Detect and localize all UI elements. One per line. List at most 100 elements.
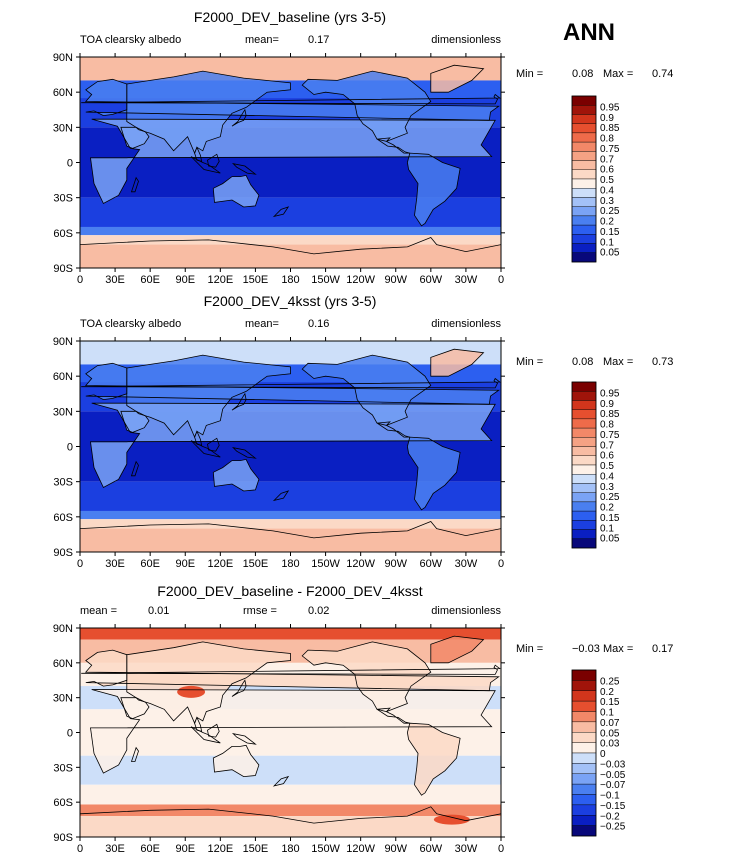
colorbar-label: 0.15 — [600, 227, 620, 238]
rmse-value: 0.02 — [308, 605, 329, 617]
land-fill — [430, 65, 484, 93]
colorbar-segment — [571, 492, 597, 503]
colorbar-label: 0.4 — [600, 471, 614, 482]
colorbar-label: 0.15 — [600, 513, 620, 524]
land-fill — [213, 745, 259, 777]
colorbar-segment — [571, 409, 597, 420]
colorbar-segment — [571, 501, 597, 512]
coastline — [190, 726, 221, 744]
land-fill — [213, 459, 259, 491]
land-fill — [407, 153, 461, 226]
y-tick-label: 30N — [53, 406, 73, 418]
colorbar-label: 0.8 — [600, 420, 614, 431]
colorbar-label: 0.5 — [600, 175, 614, 186]
colorbar-segment — [571, 151, 597, 161]
x-tick-label: 180 — [281, 843, 299, 855]
colorbar-label: 0.07 — [600, 718, 620, 729]
colorbar-segment — [571, 243, 597, 253]
colorbar-label: −0.25 — [600, 822, 626, 833]
land-fill — [430, 636, 484, 663]
x-tick-label: 180 — [281, 558, 299, 570]
coastline — [272, 775, 290, 787]
field-band — [80, 244, 501, 268]
x-tick-label: 150E — [243, 558, 269, 570]
colorbar-segment — [571, 732, 597, 743]
coastline — [84, 78, 500, 121]
y-tick-label: 90S — [53, 547, 73, 559]
land-fill — [430, 349, 484, 377]
colorbar-frame — [571, 381, 597, 549]
colorbar-label: 0 — [600, 749, 606, 760]
x-tick-label: 30E — [105, 274, 125, 286]
colorbar-segment — [571, 391, 597, 401]
colorbar-label: 0.8 — [600, 134, 614, 145]
land-fill — [407, 437, 461, 510]
land-fill — [120, 697, 149, 719]
colorbar-label: 0.3 — [600, 196, 614, 207]
colorbar-segment — [571, 215, 597, 226]
min-value: 0.08 — [572, 356, 593, 368]
colorbar-label: 0.75 — [600, 430, 620, 441]
colorbar-label: 0.05 — [600, 248, 620, 259]
x-tick-label: 150W — [311, 558, 340, 570]
colorbar-segment — [571, 105, 597, 115]
y-tick-label: 60S — [53, 797, 73, 809]
colorbar-label: 0.4 — [600, 185, 614, 196]
coastline — [272, 206, 290, 218]
colorbar-segment — [571, 206, 597, 217]
x-tick-label: 0 — [77, 843, 83, 855]
colorbar-segment — [571, 804, 597, 816]
max-label: Max = — [603, 356, 633, 368]
y-tick-label: 30N — [53, 693, 73, 705]
colorbar-label: 0.15 — [600, 697, 620, 708]
colorbar-segment — [571, 95, 597, 106]
x-tick-label: 0 — [498, 274, 504, 286]
coastline — [80, 521, 501, 552]
units-label: dimensionless — [431, 605, 501, 617]
field-band — [80, 226, 501, 236]
x-tick-label: 0 — [498, 558, 504, 570]
coastline — [90, 402, 496, 489]
x-tick-label: 90W — [384, 274, 407, 286]
colorbar-label: 0.5 — [600, 461, 614, 472]
land-fill — [90, 403, 496, 488]
colorbar-segment — [571, 234, 597, 244]
colorbar-segment — [571, 783, 597, 795]
colorbar-label: 0.2 — [600, 687, 614, 698]
coastline — [231, 679, 247, 697]
colorbar: 0.950.90.850.80.750.70.60.50.40.30.250.2… — [571, 381, 620, 549]
mean-label: mean= — [245, 318, 279, 330]
colorbar-label: 0.9 — [600, 399, 614, 410]
colorbar-segment — [571, 700, 597, 712]
colorbar-segment — [571, 123, 597, 134]
colorbar-segment — [571, 160, 597, 170]
coastline — [81, 377, 501, 389]
colorbar-segment — [571, 381, 597, 392]
colorbar-segment — [571, 178, 597, 189]
coastline — [120, 697, 150, 720]
colorbar-segment — [571, 794, 597, 806]
y-tick-label: 0 — [67, 728, 73, 740]
min-value: 0.08 — [572, 68, 593, 80]
colorbar-segment — [571, 763, 597, 774]
colorbar-label: 0.6 — [600, 165, 614, 176]
coastline — [84, 649, 500, 692]
y-tick-label: 30S — [53, 762, 73, 774]
coastline — [430, 348, 485, 377]
field-band — [80, 510, 501, 520]
colorbar-label: −0.2 — [600, 811, 620, 822]
min-label: Min = — [516, 356, 543, 368]
x-tick-label: 60E — [140, 274, 160, 286]
coastline — [190, 440, 221, 458]
colorbar-segment — [571, 132, 597, 143]
y-tick-label: 30S — [53, 477, 73, 489]
colorbar-segment — [571, 721, 597, 733]
colorbar-label: 0.1 — [600, 523, 614, 534]
colorbar-segment — [571, 474, 597, 484]
max-label: Max = — [603, 643, 633, 655]
mean-value: 0.17 — [308, 34, 329, 46]
colorbar-label: 0.9 — [600, 113, 614, 124]
colorbar-label: 0.3 — [600, 482, 614, 493]
colorbar-label: 0.05 — [600, 728, 620, 739]
map-field — [80, 341, 501, 552]
